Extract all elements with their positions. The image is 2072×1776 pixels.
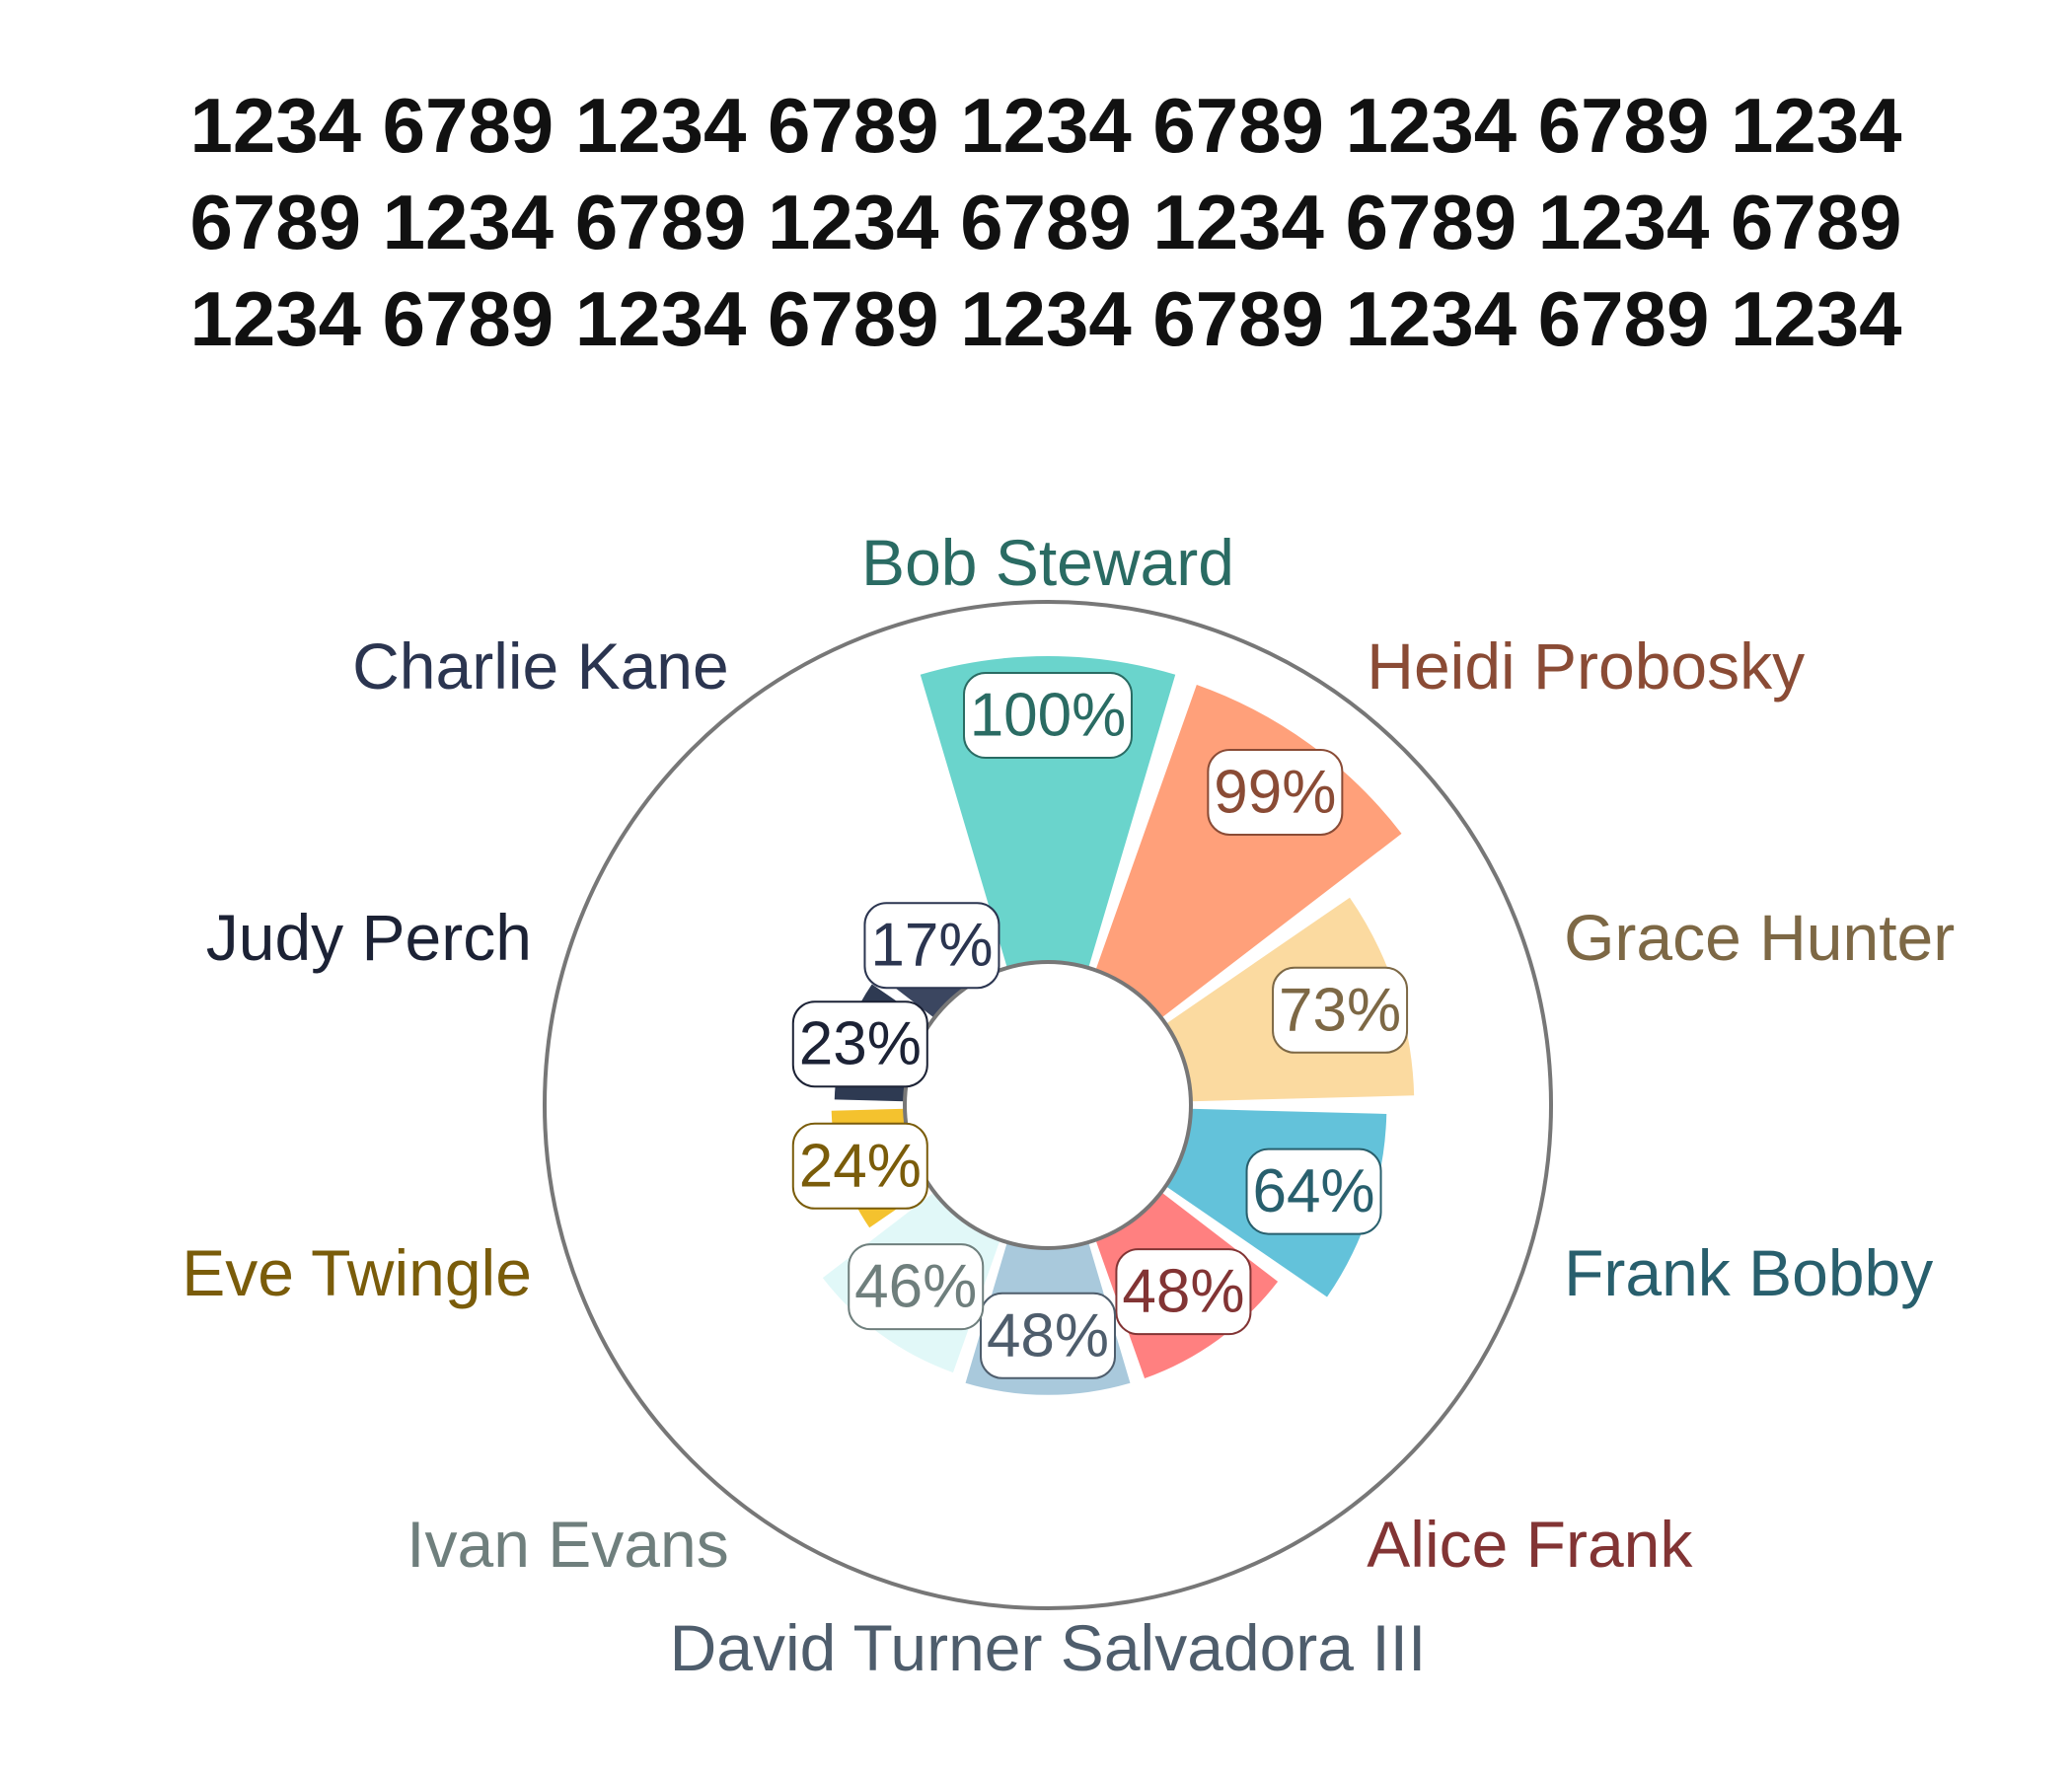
category-label-heidi-probosky: Heidi Probosky — [1367, 629, 1805, 703]
value-text: 48% — [1122, 1258, 1244, 1326]
value-text: 46% — [854, 1253, 977, 1321]
value-label-charlie-kane: 17% — [863, 902, 1000, 990]
category-label-grace-hunter: Grace Hunter — [1564, 901, 1955, 974]
inner-hole — [903, 960, 1193, 1250]
outer-ring — [543, 600, 1553, 1610]
value-text: 23% — [799, 1010, 922, 1078]
value-text: 48% — [987, 1301, 1109, 1369]
value-label-david-turner-salvadora-iii: 48% — [980, 1292, 1116, 1379]
value-label-frank-bobby: 64% — [1245, 1147, 1382, 1235]
value-label-eve-twingle: 24% — [791, 1122, 928, 1210]
category-label-frank-bobby: Frank Bobby — [1564, 1236, 1933, 1309]
value-text: 17% — [870, 912, 993, 980]
category-label-judy-perch: Judy Perch — [206, 901, 532, 974]
category-label-charlie-kane: Charlie Kane — [352, 629, 729, 703]
category-label-ivan-evans: Ivan Evans — [407, 1508, 729, 1581]
value-label-judy-perch: 23% — [791, 1000, 928, 1088]
category-label-alice-frank: Alice Frank — [1367, 1508, 1693, 1581]
value-text: 100% — [970, 682, 1127, 750]
value-text: 24% — [799, 1132, 922, 1200]
category-label-david-turner-salvadora-iii: David Turner Salvadora III — [670, 1611, 1427, 1684]
value-labels-layer: 100%99%73%64%48%48%46%24%23%17% — [791, 672, 1409, 1379]
value-text: 73% — [1279, 976, 1401, 1044]
value-label-bob-steward: 100% — [963, 672, 1133, 759]
value-badge — [963, 672, 1133, 759]
category-label-bob-steward: Bob Steward — [861, 526, 1234, 599]
value-badge — [980, 1292, 1116, 1379]
value-badge — [791, 1000, 928, 1088]
value-badge — [791, 1122, 928, 1210]
value-label-ivan-evans: 46% — [848, 1243, 985, 1331]
category-label-eve-twingle: Eve Twingle — [182, 1236, 532, 1309]
value-label-heidi-probosky: 99% — [1207, 748, 1344, 836]
value-text: 64% — [1252, 1157, 1374, 1225]
value-badge — [1245, 1147, 1382, 1235]
value-label-grace-hunter: 73% — [1272, 966, 1409, 1054]
chart-title: 1234 6789 1234 6789 1234 6789 1234 6789 … — [189, 82, 1902, 362]
value-text: 99% — [1214, 758, 1336, 826]
value-badge — [1272, 966, 1409, 1054]
category-labels-layer: Bob Steward Heidi Probosky Grace Hunter Fra… — [182, 526, 1955, 1684]
value-label-alice-frank: 48% — [1115, 1248, 1252, 1336]
value-badge — [863, 902, 1000, 990]
value-badge — [1207, 748, 1344, 836]
value-badge — [848, 1243, 985, 1331]
value-badge — [1115, 1248, 1252, 1336]
